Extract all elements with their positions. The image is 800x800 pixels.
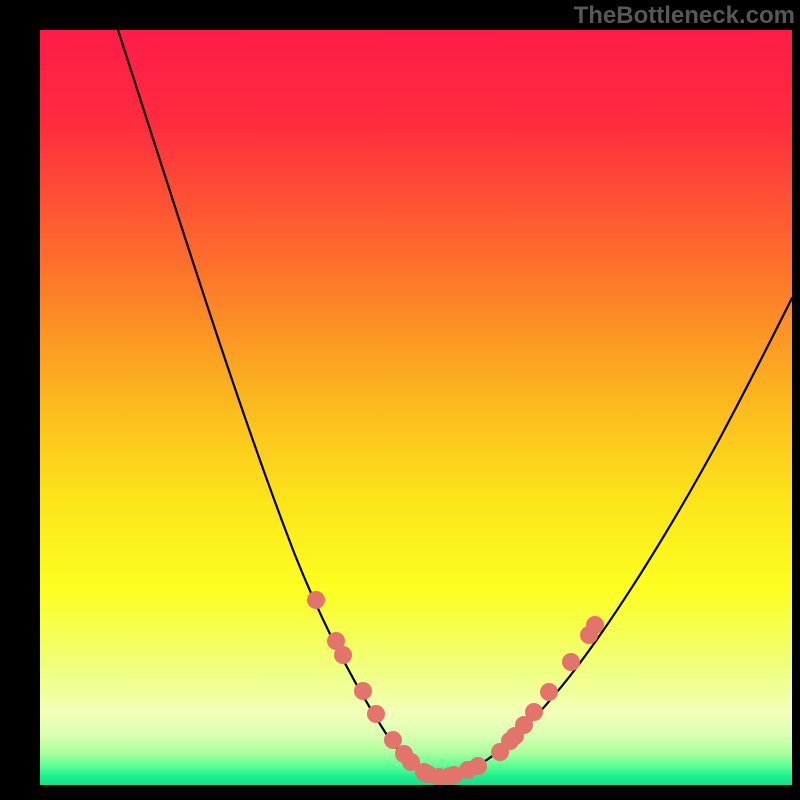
marker-point (354, 682, 372, 700)
marker-point (562, 653, 580, 671)
marker-point (334, 646, 352, 664)
marker-point (586, 616, 604, 634)
marker-point (307, 591, 325, 609)
chart-svg (40, 30, 792, 785)
curve-left (118, 30, 440, 776)
marker-point (367, 705, 385, 723)
marker-point (525, 703, 543, 721)
plot-area (40, 30, 792, 785)
marker-point (384, 731, 402, 749)
curve-right (440, 298, 792, 776)
marker-point (469, 757, 487, 775)
watermark: TheBottleneck.com (574, 2, 795, 30)
marker-point (540, 683, 558, 701)
